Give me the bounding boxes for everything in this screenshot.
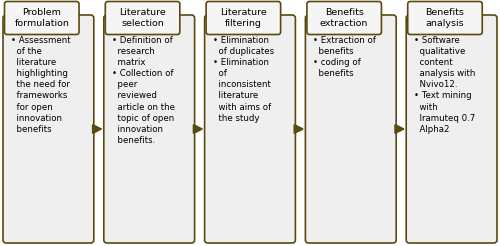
- FancyBboxPatch shape: [307, 1, 382, 34]
- Text: • Extraction of
  benefits
• coding of
  benefits: • Extraction of benefits • coding of ben…: [314, 36, 376, 78]
- Text: • Elimination
  of duplicates
• Elimination
  of
  inconsistent
  literature
  w: • Elimination of duplicates • Eliminatio…: [212, 36, 274, 123]
- Text: Benefits
extraction: Benefits extraction: [320, 8, 368, 28]
- Text: • Assessment
  of the
  literature
  highlighting
  the need for
  frameworks
  : • Assessment of the literature highlight…: [11, 36, 70, 134]
- FancyBboxPatch shape: [4, 1, 79, 34]
- FancyBboxPatch shape: [104, 15, 194, 243]
- FancyBboxPatch shape: [408, 1, 482, 34]
- FancyBboxPatch shape: [3, 15, 94, 243]
- FancyBboxPatch shape: [406, 15, 497, 243]
- Text: Literature
selection: Literature selection: [119, 8, 166, 28]
- FancyBboxPatch shape: [306, 15, 396, 243]
- Text: Problem
formulation: Problem formulation: [14, 8, 69, 28]
- FancyBboxPatch shape: [204, 15, 296, 243]
- Text: Benefits
analysis: Benefits analysis: [426, 8, 465, 28]
- FancyBboxPatch shape: [106, 1, 180, 34]
- FancyBboxPatch shape: [206, 1, 281, 34]
- Text: Literature
filtering: Literature filtering: [220, 8, 266, 28]
- Text: • Definition of
  research
  matrix
• Collection of
  peer
  reviewed
  article : • Definition of research matrix • Collec…: [112, 36, 175, 145]
- Text: • Software
  qualitative
  content
  analysis with
  Nvivo12.
• Text mining
  wi: • Software qualitative content analysis …: [414, 36, 476, 134]
